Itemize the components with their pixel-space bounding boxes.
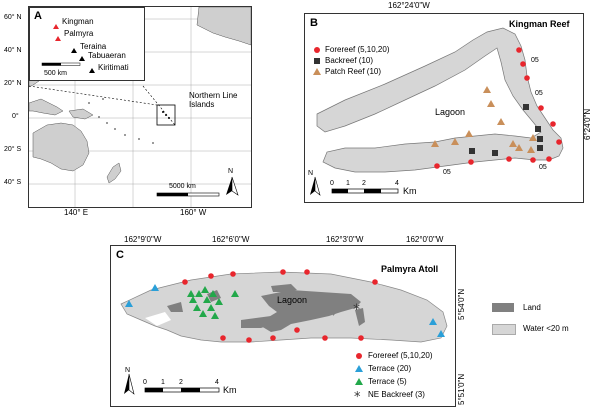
palmyra-scale-1: 1 [161, 379, 165, 386]
north-arrow-b-icon [310, 176, 321, 196]
palmyra-legend-terrace20: Terrace (20) [368, 364, 412, 373]
water-legend-label: Water <20 m [523, 324, 569, 333]
lat-tick-40s: 40° S [4, 179, 22, 186]
kingman-patchreef-points [431, 86, 537, 153]
kingman-lagoon-label: Lagoon [435, 107, 466, 117]
lat-tick-60n: 60° N [4, 14, 22, 21]
panel-a-letter: A [34, 10, 42, 22]
kingman-svg [310, 27, 564, 196]
kingman-depth-1: 05 [531, 57, 539, 64]
palmyra-lagoon-label: Lagoon [277, 295, 308, 305]
north-arrow-c-icon [124, 373, 135, 395]
inset-label-teraina: Teraina [80, 42, 107, 51]
pacific-islands [88, 98, 154, 144]
new-zealand-landmass [106, 162, 122, 184]
region-label: Northern Line Islands [189, 91, 238, 109]
palmyra-top-coord-4: 162°0'0"W [406, 235, 444, 244]
inset-map: A Kingman Palmyra Teraina Tabuaeran Kiri… [29, 7, 145, 81]
panel-b-side-coord: 6°24'0"N [583, 108, 592, 140]
line-islands-box [156, 104, 176, 126]
north-label-a: N [228, 168, 234, 175]
water-legend-swatch [492, 324, 516, 335]
panel-a-map: A Kingman Palmyra Teraina Tabuaeran Kiri… [28, 6, 252, 208]
palmyra-top-coord-1: 162°9'0"W [124, 235, 162, 244]
kingman-legend-backreef: Backreef (10) [325, 56, 374, 65]
kingman-depth-4: 05 [443, 169, 451, 176]
palmyra-scale-2: 2 [179, 379, 183, 386]
palmyra-side-coord-1: 5°54'0"N [457, 288, 466, 320]
panel-b-map: B Kingman Reef [304, 13, 584, 203]
palmyra-legend-forereef: Forereef (5,10,20) [368, 351, 433, 360]
panel-c-map: C Palmyra Atoll [110, 245, 456, 407]
kingman-scale-0: 0 [330, 180, 334, 187]
kingman-scale-unit: Km [403, 186, 417, 196]
palmyra-terrace20-points [125, 284, 445, 337]
palmyra-scale-4: 4 [215, 379, 219, 386]
kingman-backreef-points [469, 104, 543, 156]
kingman-scale-2: 2 [362, 180, 366, 187]
palmyra-legend-ne-backreef: NE Backreef (3) [368, 390, 425, 399]
north-label-c: N [125, 367, 131, 374]
svg-text:*: * [354, 390, 361, 405]
lon-tick-160w: 160° W [180, 208, 207, 217]
palmyra-land [167, 284, 365, 332]
inset-label-kiritimati: Kiritimati [98, 63, 129, 72]
kingman-forereef-points [434, 47, 562, 169]
palmyra-legend-markers: * [354, 353, 363, 405]
inset-label-tabuaeran: Tabuaeran [88, 51, 126, 60]
kingman-scale-4: 4 [395, 180, 399, 187]
palmyra-ne-backreef-marker: * [353, 302, 360, 318]
kingman-legend-forereef: Forereef (5,10,20) [325, 45, 390, 54]
lon-tick-140e: 140° E [64, 208, 89, 217]
inset-label-kingman: Kingman [62, 17, 94, 26]
kingman-scale-1: 1 [346, 180, 350, 187]
lat-tick-0: 0° [12, 113, 19, 120]
panel-b-letter: B [310, 17, 318, 29]
palmyra-scale-unit: Km [223, 385, 237, 395]
kingman-depth-2: 05 [535, 90, 543, 97]
kingman-reef-shape [316, 27, 564, 173]
land-legend-swatch [492, 303, 514, 312]
palmyra-open-water [145, 312, 171, 326]
new-guinea-landmass [68, 108, 94, 120]
palmyra-legend-terrace5: Terrace (5) [368, 377, 407, 386]
palmyra-scale-0: 0 [143, 379, 147, 386]
inset-scale-label: 500 km [44, 70, 67, 77]
north-label-b: N [308, 170, 314, 177]
kingman-legend-markers [313, 47, 321, 75]
inset-markers [41, 24, 95, 73]
kingman-scale-bar [331, 188, 399, 194]
palmyra-top-coord-3: 162°3'0"W [326, 235, 364, 244]
palmyra-top-coord-2: 162°6'0"W [212, 235, 250, 244]
kingman-legend-patchreef: Patch Reef (10) [325, 67, 382, 76]
kingman-depth-3: 05 [539, 164, 547, 171]
main-scale-bar [156, 192, 220, 197]
palmyra-svg: * [120, 269, 448, 395]
palmyra-side-coord-2: 5°51'0"N [457, 373, 466, 405]
panel-c-title: Palmyra Atoll [381, 264, 439, 274]
panel-b-title: Kingman Reef [509, 19, 570, 29]
panel-b-top-coord: 162°24'0"W [388, 1, 430, 10]
palmyra-forereef-points [182, 269, 378, 343]
indonesia-landmass [29, 98, 64, 116]
north-arrow-icon [226, 176, 239, 196]
lat-tick-40n: 40° N [4, 47, 22, 54]
australia-landmass [32, 122, 90, 172]
palmyra-scale-bar [144, 387, 220, 393]
inset-label-palmyra: Palmyra [64, 29, 94, 38]
lat-tick-20n: 20° N [4, 80, 22, 87]
panel-c-letter: C [116, 249, 124, 261]
land-legend-label: Land [523, 303, 541, 312]
main-scale-label: 5000 km [169, 183, 196, 190]
palmyra-terrace5-points [187, 286, 239, 319]
alaska-landmass [196, 7, 251, 46]
lat-tick-20s: 20° S [4, 146, 22, 153]
